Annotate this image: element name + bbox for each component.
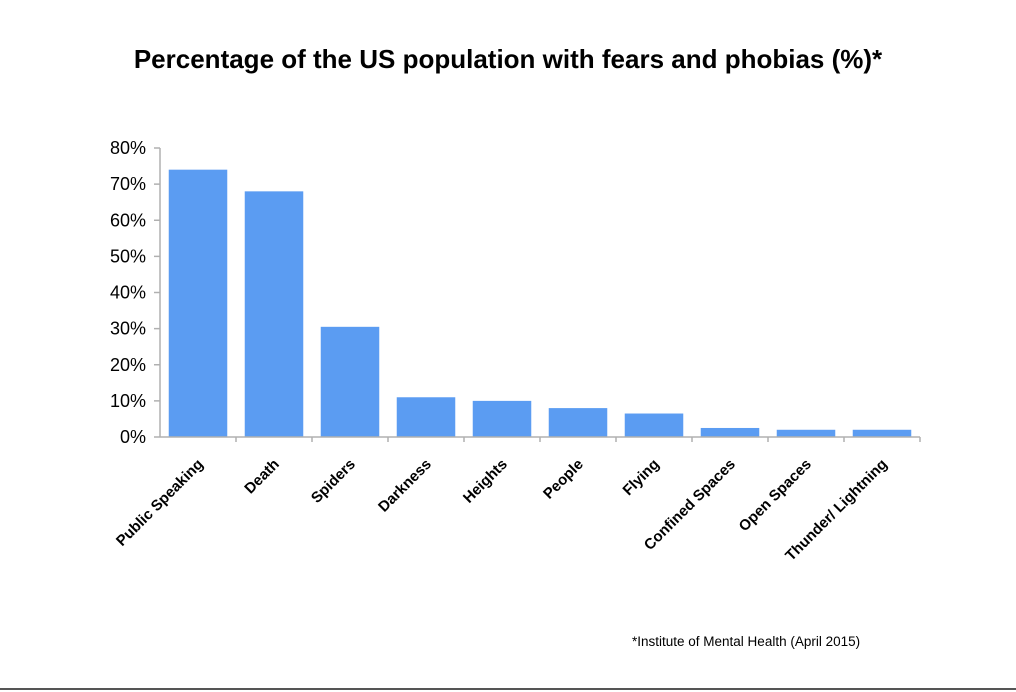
bar <box>244 191 304 437</box>
bar <box>624 413 684 437</box>
y-tick-label: 0% <box>120 427 146 447</box>
bar <box>320 326 380 437</box>
category-label: Open Spaces <box>736 456 815 535</box>
bar <box>700 427 760 437</box>
bar <box>776 429 836 437</box>
category-label: Public Speaking <box>113 456 207 550</box>
category-label: Darkness <box>375 456 435 516</box>
category-label: Flying <box>620 456 663 499</box>
y-tick-label: 20% <box>110 355 146 375</box>
y-tick-label: 10% <box>110 391 146 411</box>
category-label: Death <box>241 456 282 497</box>
bars <box>168 169 912 438</box>
y-axis-ticks: 0% 10% 20% 30% 40% 50% 60% 70% 80% <box>110 138 160 447</box>
bottom-border <box>0 688 1016 690</box>
source-note: *Institute of Mental Health (April 2015) <box>632 634 861 649</box>
bar <box>396 397 456 437</box>
bar <box>472 400 532 437</box>
y-tick-label: 30% <box>110 319 146 339</box>
y-tick-label: 40% <box>110 283 146 303</box>
y-tick-label: 50% <box>110 246 146 266</box>
bar <box>168 169 228 438</box>
bar <box>548 408 608 437</box>
chart-title: Percentage of the US population with fea… <box>133 44 883 74</box>
x-axis-ticks <box>235 437 921 442</box>
category-labels: Public Speaking Death Spiders Darkness Heigh… <box>113 456 891 565</box>
category-label: Heights <box>460 456 511 507</box>
category-label: Spiders <box>308 456 359 507</box>
bar <box>852 429 912 437</box>
y-tick-label: 70% <box>110 174 146 194</box>
y-tick-label: 60% <box>110 210 146 230</box>
y-tick-label: 80% <box>110 138 146 158</box>
category-label: People <box>540 456 587 503</box>
